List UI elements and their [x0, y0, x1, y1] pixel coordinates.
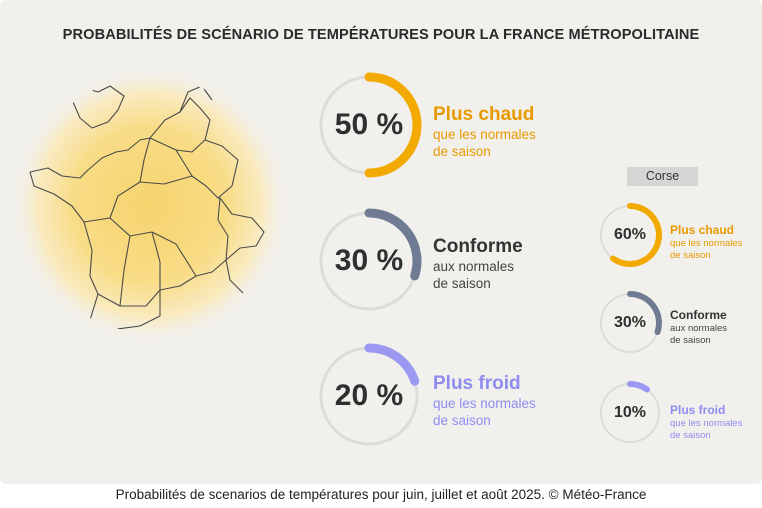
label-france-normal: Conforme aux normales de saison [433, 236, 523, 292]
donut-arc [364, 208, 422, 281]
corse-badge: Corse [627, 167, 698, 186]
label-title: Conforme [433, 236, 523, 257]
donut-corse-cold [600, 381, 660, 443]
donut-corse-normal [600, 291, 662, 353]
label-title: Plus froid [433, 373, 521, 394]
pct-corse-normal: 30% [613, 314, 647, 331]
donut-arc [627, 381, 651, 393]
label-sub1: que les normales [670, 418, 743, 429]
france-map-illustration [10, 65, 290, 345]
label-sub2: de saison [670, 429, 711, 441]
label-title: Plus chaud [433, 104, 535, 125]
donut-france-normal [319, 208, 422, 311]
label-sub2: de saison [670, 249, 711, 261]
label-title: Conforme [670, 308, 727, 322]
label-sub2: de saison [433, 144, 491, 159]
warm-glow-disc [10, 65, 290, 345]
infographic-panel: PROBABILITÉS DE SCÉNARIO DE TEMPÉRATURES… [0, 0, 762, 484]
donut-arc [364, 72, 422, 178]
donut-arc [627, 291, 662, 335]
label-france-cold: Plus froid que les normales de saison [433, 373, 536, 429]
donut-arc [609, 203, 662, 267]
label-sub1: que les normales [433, 127, 536, 142]
label-sub2: de saison [433, 413, 491, 428]
label-sub1: aux normales [670, 323, 728, 334]
pct-france-warm: 50 % [334, 108, 404, 141]
pct-france-normal: 30 % [334, 244, 404, 277]
pct-corse-cold: 10% [613, 404, 647, 421]
pct-corse-warm: 60% [613, 226, 647, 243]
label-sub1: que les normales [433, 396, 536, 411]
label-title: Plus froid [670, 403, 726, 417]
donut-france-warm [319, 72, 422, 178]
donut-corse-warm [600, 203, 662, 267]
label-corse-normal: Conforme aux normales de saison [670, 308, 727, 346]
figure-caption: Probabilités de scenarios de température… [115, 487, 647, 502]
donut-france-cold [319, 343, 420, 446]
label-sub2: de saison [670, 334, 711, 346]
donut-arc [364, 343, 420, 386]
label-sub1: que les normales [670, 238, 743, 249]
label-sub2: de saison [433, 276, 491, 291]
label-corse-cold: Plus froid que les normales de saison [670, 403, 742, 441]
label-sub1: aux normales [433, 259, 515, 274]
label-title: Plus chaud [670, 223, 735, 237]
label-corse-warm: Plus chaud que les normales de saison [670, 223, 742, 261]
pct-france-cold: 20 % [334, 379, 404, 412]
infographic-title: PROBABILITÉS DE SCÉNARIO DE TEMPÉRATURES… [62, 27, 700, 43]
label-france-warm: Plus chaud que les normales de saison [433, 104, 536, 160]
